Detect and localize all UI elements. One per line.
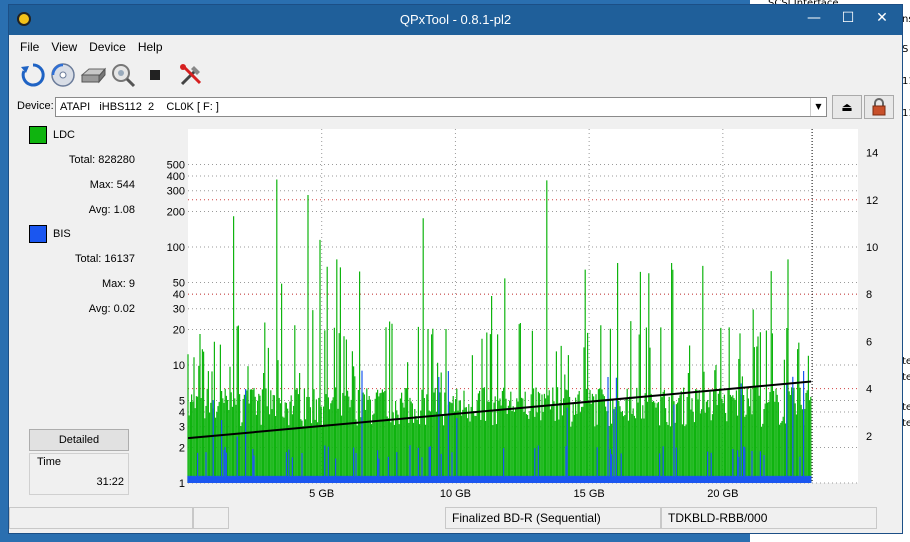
maximize-button[interactable]: ☐	[841, 10, 855, 26]
bg-text: 11	[902, 108, 910, 119]
y-left-tick-label: 5	[179, 396, 185, 408]
ldc-label: LDC	[53, 129, 76, 141]
status-cell	[193, 507, 229, 529]
y-left-tick-label: 300	[167, 186, 185, 198]
bis-max: Max: 9	[101, 278, 135, 290]
y-left-tick-label: 4	[179, 407, 185, 419]
stats-panel: LDC Total: 828280 Max: 544 Avg: 1.08 BIS…	[17, 123, 135, 498]
drive-icon[interactable]	[79, 61, 107, 89]
scan-icon[interactable]	[109, 61, 137, 89]
y-left-tick-label: 50	[173, 278, 185, 290]
app-icon[interactable]	[17, 12, 31, 26]
chevron-down-icon[interactable]: ▼	[810, 98, 826, 116]
qpxtool-window: QPxTool - 0.8.1-pl2 — ☐ ✕ File View Device…	[8, 4, 903, 534]
status-media-id: TDKBLD-RBB/000	[661, 507, 877, 529]
bg-text: te	[902, 372, 910, 383]
y-right-tick-label: 6	[866, 336, 872, 348]
speed-line	[187, 380, 812, 440]
bg-text: te	[902, 356, 910, 367]
bg-text: ns	[902, 14, 910, 25]
settings-icon[interactable]	[177, 61, 205, 89]
device-row: Device: ATAPI iHBS112 2 CL0K [ F: ] ▼ ⏏	[9, 95, 902, 119]
time-label: Time	[37, 456, 62, 468]
window-title: QPxTool - 0.8.1-pl2	[399, 12, 512, 27]
menu-device[interactable]: Device	[89, 40, 126, 54]
menu-file[interactable]: File	[20, 40, 40, 54]
x-tick-label: 20 GB	[707, 488, 738, 500]
ldc-avg: Avg: 1.08	[88, 204, 135, 216]
status-bar: Finalized BD-R (Sequential) TDKBLD-RBB/0…	[9, 507, 902, 529]
minimize-button[interactable]: —	[807, 10, 821, 26]
y-left-tick-label: 100	[167, 242, 185, 254]
y-left-tick-label: 10	[173, 360, 185, 372]
time-box: Time 31:22	[29, 453, 129, 495]
y-right-tick-label: 12	[866, 195, 878, 207]
y-left-tick-label: 1	[179, 478, 185, 490]
y-right-tick-label: 10	[866, 242, 878, 254]
ldc-total: Total: 828280	[68, 154, 135, 166]
bis-avg: Avg: 0.02	[88, 303, 135, 315]
refresh-icon[interactable]	[19, 61, 47, 89]
eject-button[interactable]: ⏏	[832, 95, 862, 119]
bg-text: te	[902, 402, 910, 413]
y-right-tick-label: 2	[866, 431, 872, 443]
ldc-swatch[interactable]	[29, 126, 47, 144]
lock-button[interactable]	[864, 95, 894, 119]
bg-text: S	[902, 44, 909, 55]
status-media: Finalized BD-R (Sequential)	[445, 507, 661, 529]
y-left-tick-label: 2	[179, 442, 185, 454]
x-tick-label: 15 GB	[574, 488, 605, 500]
bis-baseline-band	[188, 477, 812, 483]
menu-help[interactable]: Help	[137, 40, 163, 54]
x-tick-label: 5 GB	[309, 488, 334, 500]
y-right-tick-label: 4	[866, 384, 872, 396]
time-value: 31:22	[96, 476, 124, 488]
y-left-tick-label: 400	[167, 171, 185, 183]
y-left-tick-label: 40	[173, 289, 185, 301]
y-left-tick-label: 200	[167, 206, 185, 218]
menu-bar: File View Device Help	[9, 37, 902, 57]
device-select[interactable]: ATAPI iHBS112 2 CL0K [ F: ] ▼	[55, 97, 827, 117]
close-button[interactable]: ✕	[876, 10, 888, 26]
x-tick-label: 10 GB	[440, 488, 471, 500]
y-left-tick-label: 500	[167, 160, 185, 172]
title-bar[interactable]: QPxTool - 0.8.1-pl2 — ☐ ✕	[9, 5, 902, 35]
menu-view[interactable]: View	[51, 40, 78, 54]
device-value: ATAPI iHBS112 2 CL0K [ F: ]	[60, 101, 219, 113]
bis-total: Total: 16137	[75, 253, 135, 265]
bg-text: te	[902, 418, 910, 429]
stop-icon[interactable]	[141, 61, 169, 89]
y-right-tick-label: 8	[866, 289, 872, 301]
bg-text: 11	[902, 76, 910, 87]
detailed-button[interactable]: Detailed	[29, 429, 129, 451]
y-left-tick-label: 30	[173, 304, 185, 316]
status-cell	[9, 507, 193, 529]
y-left-tick-label: 3	[179, 422, 185, 434]
y-left-tick-label: 20	[173, 324, 185, 336]
lock-icon	[872, 98, 886, 116]
device-label: Device:	[17, 100, 54, 112]
bis-label: BIS	[53, 228, 71, 240]
y-right-tick-label: 14	[866, 148, 878, 160]
disc-icon[interactable]	[49, 61, 77, 89]
ldc-max: Max: 544	[89, 179, 135, 191]
bis-swatch[interactable]	[29, 225, 47, 243]
